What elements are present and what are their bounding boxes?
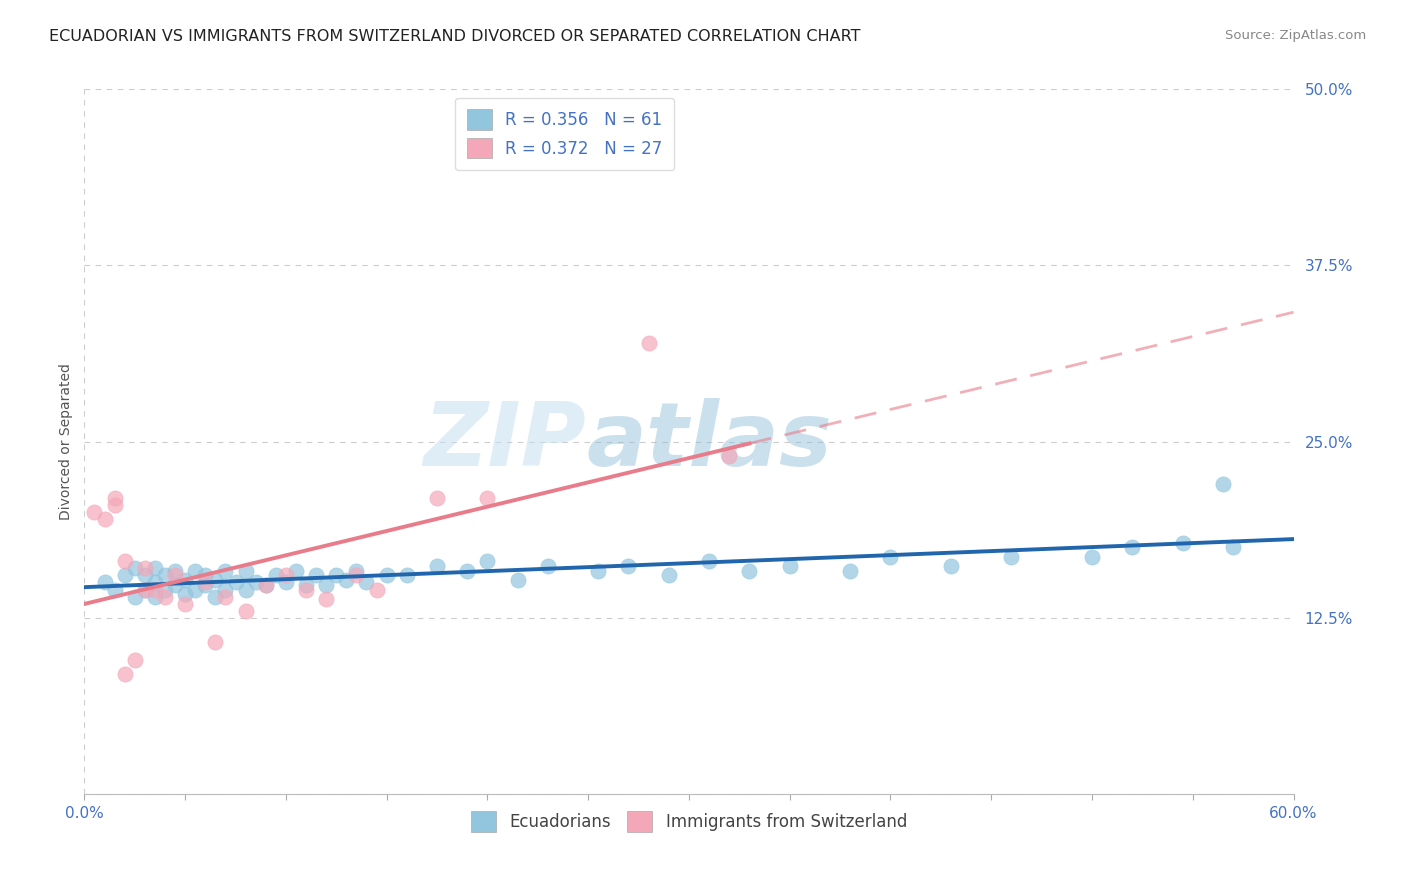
- Point: [375, 568, 398, 582]
- Point: [174, 587, 197, 601]
- Point: [346, 568, 368, 582]
- Point: [356, 575, 378, 590]
- Point: [134, 561, 156, 575]
- Point: [194, 568, 217, 582]
- Point: [214, 590, 236, 604]
- Point: [153, 568, 176, 582]
- Point: [204, 573, 226, 587]
- Point: [235, 604, 257, 618]
- Point: [325, 568, 347, 582]
- Point: [235, 564, 257, 578]
- Point: [315, 578, 337, 592]
- Point: [143, 561, 166, 575]
- Point: [1212, 476, 1234, 491]
- Point: [124, 590, 146, 604]
- Point: [114, 568, 136, 582]
- Point: [165, 564, 187, 578]
- Point: [194, 575, 217, 590]
- Point: [235, 582, 257, 597]
- Point: [346, 564, 368, 578]
- Point: [295, 578, 318, 592]
- Point: [104, 582, 127, 597]
- Point: [426, 558, 449, 573]
- Point: [637, 335, 659, 350]
- Point: [658, 568, 681, 582]
- Point: [165, 578, 187, 592]
- Point: [134, 568, 156, 582]
- Point: [1222, 541, 1244, 555]
- Point: [184, 582, 207, 597]
- Point: [225, 575, 247, 590]
- Point: [143, 582, 166, 597]
- Point: [174, 573, 197, 587]
- Point: [617, 558, 640, 573]
- Point: [456, 564, 478, 578]
- Point: [1121, 541, 1143, 555]
- Text: ECUADORIAN VS IMMIGRANTS FROM SWITZERLAND DIVORCED OR SEPARATED CORRELATION CHAR: ECUADORIAN VS IMMIGRANTS FROM SWITZERLAN…: [49, 29, 860, 44]
- Point: [114, 667, 136, 681]
- Point: [93, 512, 115, 526]
- Text: Source: ZipAtlas.com: Source: ZipAtlas.com: [1226, 29, 1367, 42]
- Point: [124, 653, 146, 667]
- Point: [395, 568, 418, 582]
- Point: [284, 564, 308, 578]
- Y-axis label: Divorced or Separated: Divorced or Separated: [59, 363, 73, 520]
- Point: [254, 578, 277, 592]
- Point: [477, 491, 499, 505]
- Point: [295, 582, 318, 597]
- Point: [335, 573, 357, 587]
- Legend: Ecuadorians, Immigrants from Switzerland: Ecuadorians, Immigrants from Switzerland: [464, 805, 914, 838]
- Point: [264, 568, 287, 582]
- Point: [1171, 536, 1194, 550]
- Point: [939, 558, 962, 573]
- Point: [1081, 550, 1104, 565]
- Point: [588, 564, 610, 578]
- Point: [174, 597, 197, 611]
- Point: [184, 564, 207, 578]
- Text: ZIP: ZIP: [423, 398, 586, 485]
- Point: [204, 590, 226, 604]
- Point: [104, 491, 127, 505]
- Point: [153, 590, 176, 604]
- Point: [537, 558, 560, 573]
- Point: [194, 578, 217, 592]
- Point: [477, 554, 499, 568]
- Point: [143, 575, 166, 590]
- Point: [165, 568, 187, 582]
- Point: [274, 575, 297, 590]
- Text: atlas: atlas: [586, 398, 832, 485]
- Point: [114, 554, 136, 568]
- Point: [134, 582, 156, 597]
- Point: [697, 554, 720, 568]
- Point: [153, 582, 176, 597]
- Point: [305, 568, 328, 582]
- Point: [426, 491, 449, 505]
- Point: [718, 449, 741, 463]
- Point: [254, 578, 277, 592]
- Point: [143, 590, 166, 604]
- Point: [274, 568, 297, 582]
- Point: [245, 575, 267, 590]
- Point: [214, 564, 236, 578]
- Point: [366, 582, 388, 597]
- Point: [124, 561, 146, 575]
- Point: [1000, 550, 1022, 565]
- Point: [879, 550, 901, 565]
- Point: [93, 575, 115, 590]
- Point: [839, 564, 862, 578]
- Point: [83, 505, 105, 519]
- Point: [779, 558, 801, 573]
- Point: [134, 582, 156, 597]
- Point: [506, 573, 529, 587]
- Point: [315, 592, 337, 607]
- Point: [204, 634, 226, 648]
- Point: [214, 582, 236, 597]
- Point: [104, 498, 127, 512]
- Point: [738, 564, 761, 578]
